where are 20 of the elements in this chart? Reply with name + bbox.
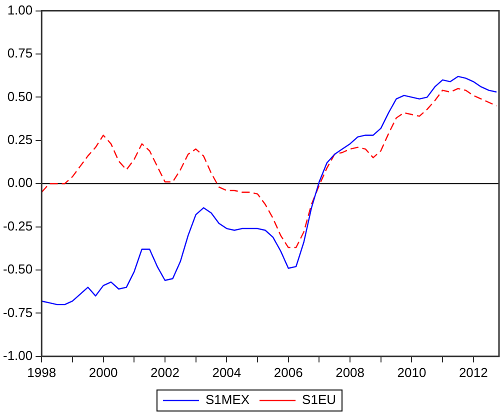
y-tick-label: 1.00 [7, 2, 33, 18]
x-tick-label: 2002 [150, 364, 180, 380]
x-tick-label: 2004 [212, 364, 242, 380]
x-tick-label: 1998 [27, 364, 56, 380]
x-tick-label: 2006 [274, 364, 303, 380]
y-tick-label: -0.25 [2, 218, 33, 234]
y-tick-label: 0.00 [7, 175, 33, 190]
y-tick-label: 0.75 [7, 46, 33, 61]
x-tick-label: 2008 [336, 364, 364, 380]
legend-label: S1MEX [205, 392, 250, 408]
x-tick-label: 2000 [88, 364, 118, 380]
line-series [42, 88, 498, 248]
legend-label: S1EU [302, 392, 336, 408]
x-tick-label: 2010 [397, 364, 426, 380]
y-tick-label: -0.75 [2, 304, 33, 320]
y-tick-label: -1.00 [2, 348, 33, 363]
y-tick-label: 0.50 [7, 88, 33, 104]
y-tick-label: 0.25 [7, 132, 33, 147]
y-tick-label: -0.50 [2, 262, 33, 277]
x-tick-label: 2012 [458, 364, 488, 380]
